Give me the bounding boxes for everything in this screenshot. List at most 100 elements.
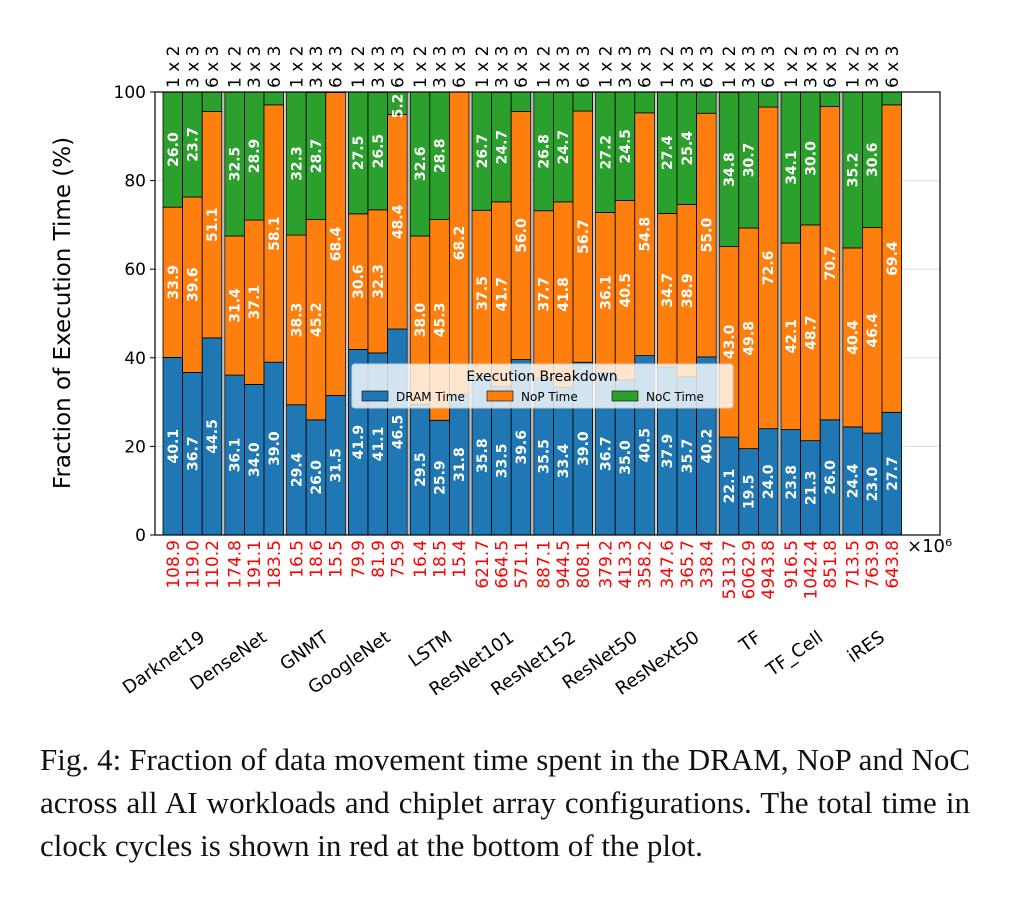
segment-value-label: 48.7 [803, 315, 819, 350]
segment-value-label: 31.8 [452, 447, 468, 482]
segment-value-label: 41.9 [351, 425, 367, 460]
segment-value-label: 39.6 [185, 267, 201, 302]
segment-value-label: 25.9 [433, 460, 449, 495]
legend-entry: NoP Time [521, 390, 578, 404]
bar-segment-noc-time [634, 91, 655, 114]
config-label: 6 x 3 [450, 46, 470, 89]
segment-value-label: 36.7 [598, 436, 614, 471]
bar-segment-noc-time [263, 91, 285, 106]
y-tick-label: 80 [124, 172, 146, 192]
segment-value-label: 39.0 [267, 431, 283, 466]
total-cycles-label: 365.7 [678, 540, 698, 589]
config-label: 6 x 3 [697, 46, 717, 89]
bar-segment-noc-time [572, 91, 594, 112]
total-cycles-label: 347.6 [658, 540, 678, 589]
config-label: 6 x 3 [265, 46, 285, 89]
segment-value-label: 41.7 [494, 277, 510, 312]
segment-value-label: 34.8 [722, 152, 738, 187]
category-label: LSTM [405, 627, 456, 672]
bar-segment-noc-time [758, 91, 779, 108]
config-label: 3 x 3 [554, 46, 574, 89]
segment-value-label: 26.7 [475, 134, 491, 169]
bar-segment-noc-time [201, 91, 223, 112]
config-label: 3 x 3 [740, 46, 760, 89]
segment-value-label: 36.7 [185, 436, 201, 471]
segment-value-label: 33.9 [166, 265, 182, 300]
config-label: 3 x 3 [307, 46, 327, 89]
total-cycles-label: 119.0 [183, 540, 203, 589]
segment-value-label: 38.3 [289, 303, 305, 338]
segment-value-label: 44.5 [205, 419, 221, 454]
total-cycles-label: 621.7 [473, 540, 493, 589]
segment-value-label: 68.4 [329, 226, 345, 261]
y-tick-label: 100 [114, 83, 146, 103]
config-label: 3 x 3 [245, 46, 265, 89]
total-cycles-label: 5313.7 [720, 540, 740, 599]
total-cycles-label: 713.5 [844, 540, 864, 589]
total-cycles-label: 15.4 [450, 540, 470, 578]
total-cycles-label: 571.1 [512, 540, 532, 589]
total-cycles-label: 944.5 [554, 540, 574, 589]
segment-value-label: 70.7 [823, 246, 839, 281]
segment-value-label: 33.4 [556, 443, 572, 478]
segment-value-label: 54.8 [638, 217, 654, 252]
config-label: 1 x 2 [164, 46, 184, 89]
config-label: 1 x 2 [535, 46, 555, 89]
segment-value-label: 21.3 [803, 471, 819, 506]
config-label: 1 x 2 [226, 46, 246, 89]
segment-value-label: 40.2 [699, 429, 715, 464]
config-label: 3 x 3 [369, 46, 389, 89]
segment-value-label: 26.0 [309, 460, 325, 495]
segment-value-label: 40.1 [166, 429, 182, 464]
segment-value-label: 37.9 [660, 434, 676, 469]
bar-segment-noc-time [881, 91, 903, 106]
segment-value-label: 36.1 [228, 438, 244, 473]
segment-value-label: 40.4 [846, 320, 862, 355]
segment-value-label: 51.1 [205, 207, 221, 242]
segment-value-label: 30.6 [351, 264, 367, 299]
total-cycles-label: 643.8 [883, 540, 903, 589]
segment-value-label: 40.5 [618, 273, 634, 308]
segment-value-label: 41.8 [556, 277, 572, 312]
segment-value-label: 32.5 [228, 147, 244, 182]
total-cycles-label: 6062.9 [740, 540, 760, 599]
total-cycles-label: 191.1 [245, 540, 265, 589]
segment-value-label: 35.5 [537, 439, 553, 474]
y-tick-label: 60 [124, 260, 146, 280]
segment-value-label: 58.1 [267, 216, 283, 251]
segment-value-label: 32.3 [289, 146, 305, 181]
segment-value-label: 35.7 [680, 439, 696, 474]
segment-value-label: 32.3 [371, 264, 387, 299]
total-cycles-label: 75.9 [388, 540, 408, 578]
config-label: 6 x 3 [636, 46, 656, 89]
segment-value-label: 46.5 [390, 415, 406, 450]
config-label: 1 x 2 [349, 46, 369, 89]
category-label: TF_Cell [762, 627, 827, 681]
segment-value-label: 28.8 [433, 139, 449, 174]
segment-value-label: 45.2 [309, 302, 325, 337]
segment-value-label: 37.7 [537, 277, 553, 312]
y-tick-label: 20 [124, 437, 146, 457]
segment-value-label: 30.0 [803, 141, 819, 176]
total-cycles-label: 379.2 [596, 540, 616, 589]
segment-value-label: 26.8 [537, 134, 553, 169]
segment-value-label: 5.2 [390, 94, 406, 119]
segment-value-label: 68.2 [452, 226, 468, 261]
legend-swatch [361, 390, 389, 402]
total-cycles-label: 1042.4 [801, 540, 821, 599]
segment-value-label: 45.3 [433, 303, 449, 338]
segment-value-label: 37.1 [247, 285, 263, 320]
total-cycles-label: 110.2 [203, 540, 223, 589]
segment-value-label: 72.6 [761, 251, 777, 286]
segment-value-label: 24.0 [761, 464, 777, 499]
segment-value-label: 34.0 [247, 442, 263, 477]
segment-value-label: 22.1 [722, 469, 738, 504]
total-cycles-label: 16.5 [287, 540, 307, 578]
total-cycles-label: 18.5 [431, 540, 451, 578]
segment-value-label: 23.7 [185, 127, 201, 162]
total-cycles-label: 18.6 [307, 540, 327, 578]
segment-value-label: 28.9 [247, 139, 263, 174]
total-cycles-label: 413.3 [616, 540, 636, 589]
category-label: TF [735, 627, 765, 657]
total-cycles-label: 79.9 [349, 540, 369, 578]
